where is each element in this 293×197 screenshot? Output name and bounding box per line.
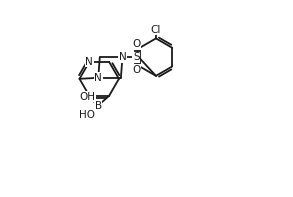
Text: HO: HO bbox=[79, 110, 96, 120]
Text: S: S bbox=[133, 52, 139, 62]
Text: N: N bbox=[86, 57, 93, 67]
Text: Cl: Cl bbox=[151, 25, 161, 34]
Text: O: O bbox=[132, 65, 140, 75]
Text: B: B bbox=[95, 101, 102, 111]
Text: N: N bbox=[94, 73, 102, 83]
Text: O: O bbox=[132, 39, 140, 49]
Text: OH: OH bbox=[79, 92, 96, 102]
Text: N: N bbox=[119, 52, 126, 62]
